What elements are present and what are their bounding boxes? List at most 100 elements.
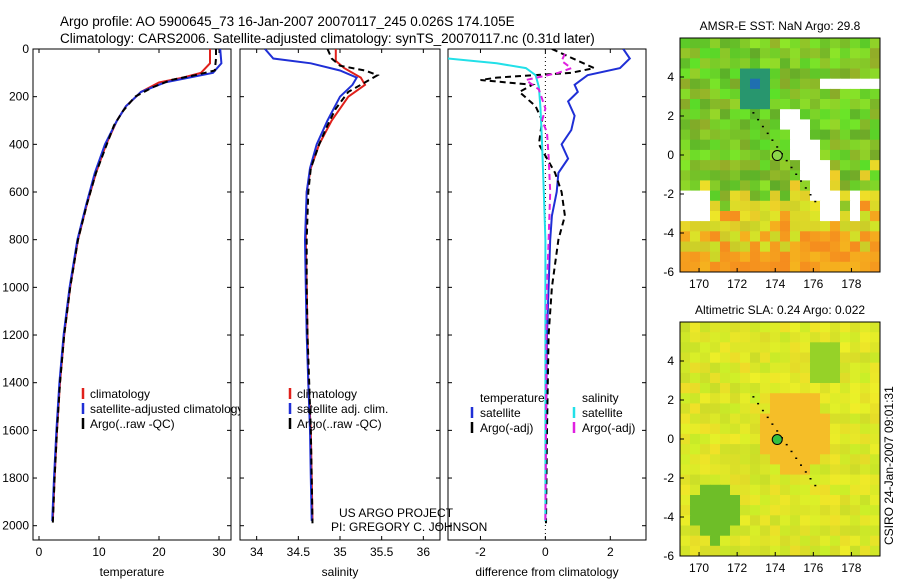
map-cell [740, 261, 751, 273]
map-cell [820, 545, 831, 557]
map-cell [760, 48, 771, 59]
map-cell [840, 129, 851, 141]
map-cell [690, 48, 701, 59]
x-tick-label: 176 [803, 561, 823, 575]
map-cell [790, 535, 801, 547]
map-cell [700, 444, 711, 455]
map-cell [730, 403, 741, 415]
map-cell [780, 484, 791, 496]
map-cell [740, 241, 751, 253]
map-cell [870, 372, 881, 384]
map-cell [730, 535, 741, 547]
map-cell [750, 190, 761, 202]
trajectory-mark [776, 430, 779, 432]
map-cell [870, 88, 881, 100]
map-cell [860, 444, 871, 455]
map-cell [780, 78, 791, 90]
map-cell [780, 119, 791, 131]
map-cell [790, 78, 801, 90]
trajectory-mark [809, 478, 812, 480]
map-cell [790, 505, 801, 516]
map-cell [840, 505, 851, 516]
map-cell [760, 413, 771, 425]
map-cell [710, 454, 721, 465]
map-cell [830, 362, 841, 374]
x-tick-label: 0 [542, 545, 549, 559]
map-cell [780, 515, 791, 526]
map-cell [740, 505, 751, 516]
map-cell [700, 251, 711, 263]
map-cell [700, 180, 711, 192]
map-cell [710, 88, 721, 100]
map-cell [860, 423, 871, 435]
map-cell [820, 119, 831, 131]
map-cell [730, 261, 741, 273]
map-cell [860, 221, 871, 232]
map-cell [800, 139, 811, 151]
map-cell [710, 393, 721, 404]
map-cell [720, 180, 731, 192]
y-tick-label: 600 [9, 185, 29, 199]
map-cell [840, 38, 851, 49]
map-cell [860, 474, 871, 486]
map-cell [730, 505, 741, 516]
map-cell [770, 129, 781, 141]
map-cell [750, 149, 761, 161]
map-cell [840, 342, 851, 353]
map-cell [850, 393, 861, 404]
map-cell [750, 454, 761, 465]
map-cell [760, 99, 771, 110]
x-tick-label: 172 [727, 277, 747, 291]
map-cell [790, 464, 801, 476]
map-cell [760, 322, 771, 333]
map-cell [820, 454, 831, 465]
map-cell [740, 160, 751, 171]
map-cell [720, 58, 731, 69]
map-cell [770, 362, 781, 374]
map-cell [770, 170, 781, 181]
map-cell [740, 190, 751, 202]
map-cell [700, 403, 711, 415]
map-cell [810, 221, 821, 232]
map-cell [820, 231, 831, 242]
map-cell [760, 190, 771, 202]
map-cell [680, 484, 691, 496]
map-cell [760, 464, 771, 476]
map-cell [690, 515, 701, 526]
map-cell [790, 211, 801, 222]
footer-pi: PI: GREGORY C. JOHNSON [331, 520, 487, 534]
map-cell [780, 58, 791, 69]
map-cell [740, 444, 751, 455]
map-cell [680, 88, 691, 100]
map-cell [680, 48, 691, 59]
map-cell [710, 139, 721, 151]
y-tick-label: 200 [9, 90, 29, 104]
x-tick-label: -2 [475, 545, 486, 559]
map-cell [730, 180, 741, 192]
y-tick-label: 1600 [2, 423, 29, 437]
map-cell [870, 525, 881, 537]
map-cell [830, 211, 841, 222]
map-cell [840, 139, 851, 151]
map-cell [800, 423, 811, 435]
map-cell [680, 403, 691, 415]
map-cell [770, 88, 781, 100]
map-cell [700, 160, 711, 171]
map-cell [740, 221, 751, 232]
map-cell [850, 180, 861, 192]
map-cell [810, 180, 821, 192]
map-cell [870, 545, 881, 557]
map-cell [810, 58, 821, 69]
map-cell [800, 211, 811, 222]
title-line-1: Argo profile: AO 5900645_73 16-Jan-2007 … [60, 14, 515, 29]
map-cell [870, 129, 881, 141]
map-cell [820, 332, 831, 343]
map-cell [770, 58, 781, 69]
map-cell [850, 372, 861, 384]
map-cell [830, 464, 841, 476]
map-cell [760, 535, 771, 547]
map-cell [860, 464, 871, 476]
map-cell [870, 515, 881, 526]
map-cell [700, 170, 711, 181]
map-cell [820, 88, 831, 100]
